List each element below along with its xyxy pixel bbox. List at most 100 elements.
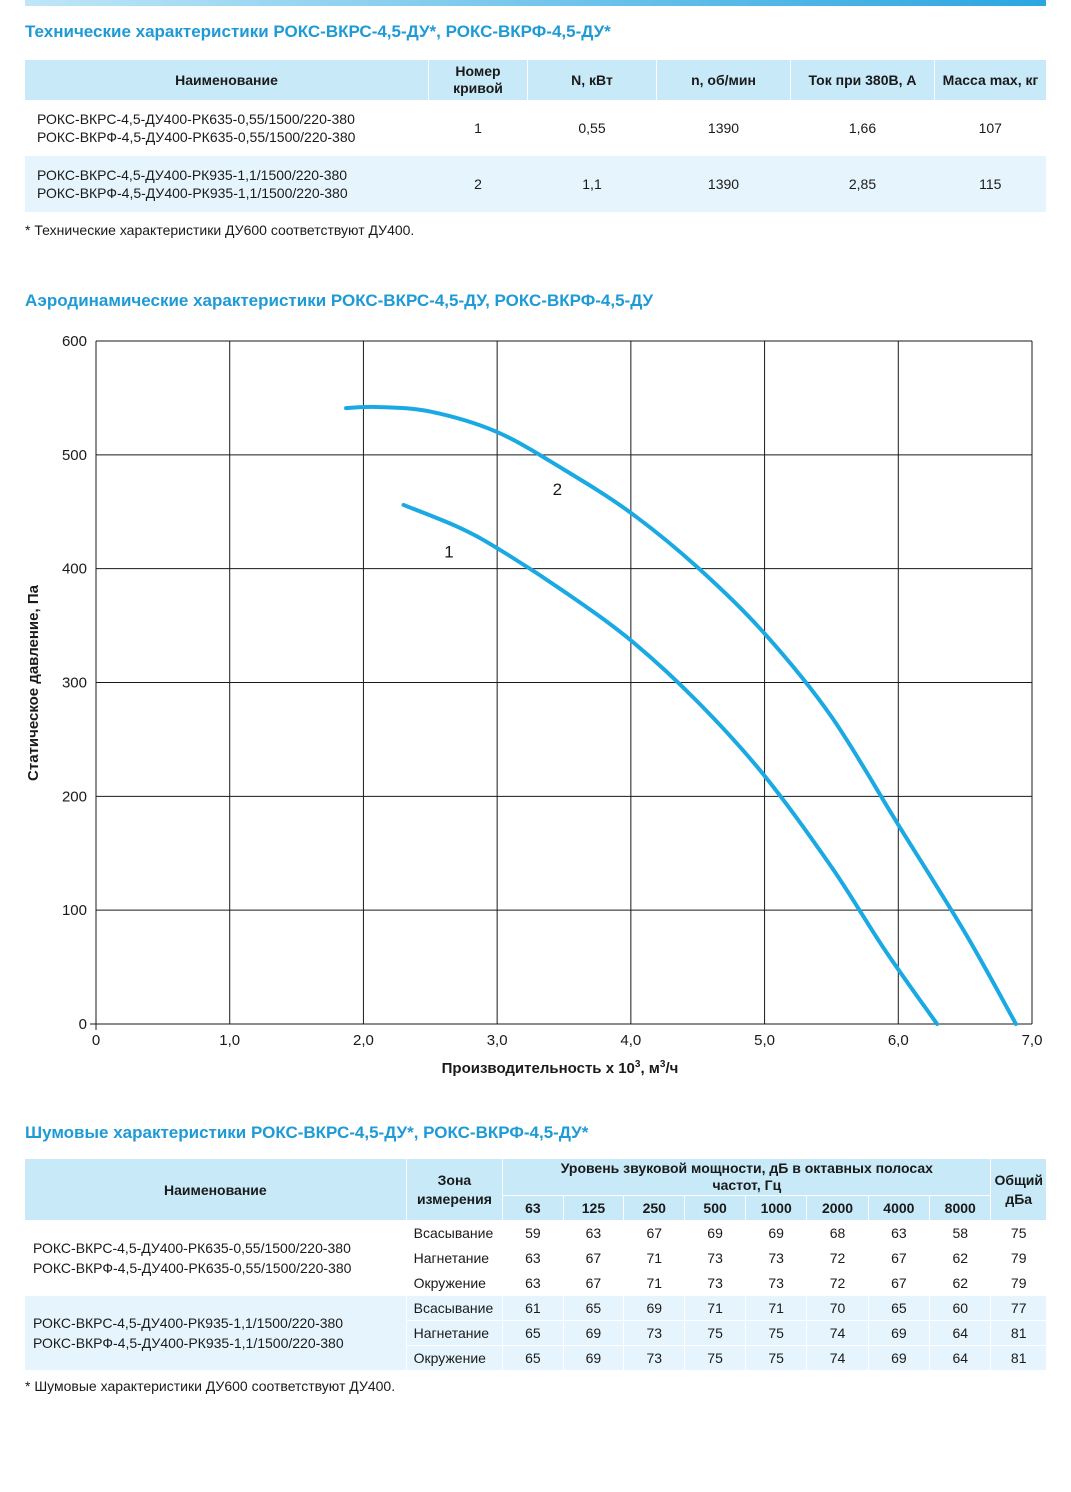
noise-row-value: 64 bbox=[929, 1345, 991, 1370]
noise-header-zone-line2: измерения bbox=[416, 1190, 492, 1207]
tech-header-row: Наименование Номер кривой N, кВт n, об/м… bbox=[25, 60, 1046, 100]
noise-row-value: 71 bbox=[684, 1295, 746, 1321]
top-accent-bar bbox=[25, 0, 1046, 6]
noise-specs-table: Наименование Зона измерения Уровень звук… bbox=[25, 1159, 1046, 1370]
noise-header-zone: Зона измерения bbox=[405, 1159, 503, 1221]
tech-header-curve-line1: Номер bbox=[455, 63, 501, 79]
tech-section-title: Технические характеристики РОКС-ВКРС-4,5… bbox=[25, 22, 611, 41]
tech-header-curve: Номер кривой bbox=[428, 60, 528, 100]
chart-x-axis-label: Производительность х 103, м3/ч bbox=[442, 1059, 679, 1077]
noise-row-value: 72 bbox=[806, 1270, 869, 1296]
noise-row-zone: Нагнетание bbox=[405, 1320, 503, 1346]
chart-x-tick-label: 1,0 bbox=[219, 1032, 240, 1049]
chart-x-tick-label: 4,0 bbox=[620, 1032, 641, 1049]
noise-row-value: 71 bbox=[623, 1270, 685, 1296]
noise-row: Окружение 63 67 71 73 73 72 67 62 79 bbox=[25, 1270, 1046, 1296]
noise-row-value: 73 bbox=[623, 1345, 685, 1370]
noise-row-total: 79 bbox=[990, 1245, 1046, 1271]
noise-row-total: 81 bbox=[990, 1345, 1046, 1370]
chart-series-labels: 12 bbox=[444, 480, 562, 562]
chart-series-label-2: 2 bbox=[553, 480, 562, 499]
tech-specs-table: Наименование Номер кривой N, кВт n, об/м… bbox=[25, 60, 1046, 212]
tech-header-name: Наименование bbox=[25, 60, 429, 100]
chart-series-label-1: 1 bbox=[444, 543, 453, 562]
noise-row-zone: Всасывание bbox=[405, 1295, 503, 1321]
noise-row-value: 61 bbox=[502, 1295, 564, 1321]
chart-y-tick-label: 200 bbox=[62, 788, 87, 805]
noise-row-value: 67 bbox=[562, 1245, 624, 1271]
noise-row-total: 79 bbox=[990, 1270, 1046, 1296]
noise-row-zone: Нагнетание bbox=[405, 1245, 503, 1271]
noise-row: РОКС-ВКРС-4,5-ДУ400-РК635-0,55/1500/220-… bbox=[25, 1220, 1046, 1296]
noise-row-value: 65 bbox=[867, 1295, 930, 1321]
chart-y-tick-label: 400 bbox=[62, 561, 87, 578]
tech-row-curve: 2 bbox=[428, 156, 528, 212]
noise-row-value: 70 bbox=[806, 1295, 869, 1321]
tech-row-power: 1,1 bbox=[527, 156, 657, 212]
chart-x-tick-label: 0 bbox=[92, 1032, 100, 1049]
noise-row-value: 67 bbox=[867, 1245, 930, 1271]
chart-y-axis-label: Статическое давление, Па bbox=[25, 584, 42, 781]
noise-header-level: Уровень звуковой мощности, дБ в октавных… bbox=[502, 1159, 991, 1196]
noise-row-value: 69 bbox=[867, 1320, 930, 1346]
chart-x-ticks: 0 1,0 2,0 3,0 4,0 5,0 6,0 7,0 bbox=[92, 1032, 1043, 1049]
noise-row-total: 77 bbox=[990, 1295, 1046, 1321]
chart-y-ticks: 0 100 200 300 400 500 600 bbox=[62, 333, 87, 1033]
tech-row-name-line1: РОКС-ВКРС-4,5-ДУ400-РК635-0,55/1500/220-… bbox=[37, 111, 355, 127]
noise-row-value: 75 bbox=[744, 1345, 807, 1370]
tech-row-name: РОКС-ВКРС-4,5-ДУ400-РК935-1,1/1500/220-3… bbox=[25, 156, 429, 212]
chart-series-line-2 bbox=[344, 404, 1018, 1026]
noise-row-value: 75 bbox=[684, 1345, 746, 1370]
tech-row-mass: 115 bbox=[934, 156, 1046, 212]
tech-footnote: * Технические характеристики ДУ600 соотв… bbox=[25, 222, 415, 238]
chart-x-tick-label: 5,0 bbox=[754, 1032, 775, 1049]
aero-section-title: Аэродинамические характеристики РОКС-ВКР… bbox=[25, 291, 654, 310]
noise-row-value: 63 bbox=[562, 1220, 624, 1246]
noise-section-title: Шумовые характеристики РОКС-ВКРС-4,5-ДУ*… bbox=[25, 1123, 589, 1142]
noise-row-total: 75 bbox=[990, 1220, 1046, 1246]
noise-header-name: Наименование bbox=[25, 1159, 407, 1221]
noise-row: Окружение 65 69 73 75 75 74 69 64 81 bbox=[25, 1345, 1046, 1370]
noise-row-value: 71 bbox=[623, 1245, 685, 1271]
noise-row-value: 58 bbox=[929, 1220, 991, 1246]
chart-y-tick-label: 600 bbox=[62, 333, 87, 350]
noise-header-zone-line1: Зона bbox=[437, 1171, 472, 1188]
noise-freq-250: 250 bbox=[623, 1195, 685, 1221]
chart-y-tick-label: 100 bbox=[62, 902, 87, 919]
noise-header-row: Наименование Зона измерения Уровень звук… bbox=[25, 1159, 1046, 1221]
noise-row-value: 65 bbox=[502, 1320, 564, 1346]
noise-header-level-line2: частот, Гц bbox=[712, 1177, 782, 1193]
noise-freq-8000: 8000 bbox=[929, 1195, 991, 1221]
tech-row-name-line1: РОКС-ВКРС-4,5-ДУ400-РК935-1,1/1500/220-3… bbox=[37, 167, 348, 183]
chart-x-tick-label: 7,0 bbox=[1022, 1032, 1043, 1049]
noise-header-total-line2: дБа bbox=[1005, 1190, 1033, 1207]
tech-row-power: 0,55 bbox=[578, 120, 606, 136]
noise-freq-125: 125 bbox=[562, 1195, 624, 1221]
tech-row-rpm: 1390 bbox=[656, 156, 791, 212]
chart-series-line-1 bbox=[401, 502, 940, 1026]
noise-row-value: 69 bbox=[623, 1295, 685, 1321]
noise-freq-4000: 4000 bbox=[867, 1195, 930, 1221]
tech-header-curve-line2: кривой bbox=[453, 80, 503, 96]
noise-row-value: 67 bbox=[867, 1270, 930, 1296]
noise-row-zone: Окружение bbox=[405, 1270, 503, 1296]
noise-row-value: 74 bbox=[806, 1320, 869, 1346]
tech-header-mass: Масса max, кг bbox=[934, 60, 1046, 100]
noise-row-value: 69 bbox=[562, 1345, 624, 1370]
noise-row-value: 64 bbox=[929, 1320, 991, 1346]
noise-row: Нагнетание 63 67 71 73 73 72 67 62 79 bbox=[25, 1245, 1046, 1271]
superscript-3: 3 bbox=[660, 1059, 666, 1070]
noise-row-value: 73 bbox=[744, 1245, 807, 1271]
noise-row-value: 59 bbox=[502, 1220, 564, 1246]
tech-row-name-line2: РОКС-ВКРФ-4,5-ДУ400-РК635-0,55/1500/220-… bbox=[37, 129, 356, 145]
noise-row-value: 65 bbox=[562, 1295, 624, 1321]
tech-row-current: 1,66 bbox=[848, 120, 877, 136]
noise-row-name-line2: РОКС-ВКРФ-4,5-ДУ400-РК635-0,55/1500/220-… bbox=[33, 1260, 352, 1276]
noise-row-value: 63 bbox=[502, 1245, 564, 1271]
tech-row-mass: 107 bbox=[978, 120, 1002, 136]
noise-header-total-line1: Общий bbox=[994, 1171, 1043, 1188]
noise-row-total: 81 bbox=[990, 1320, 1046, 1346]
noise-row-name: РОКС-ВКРС-4,5-ДУ400-РК935-1,1/1500/220-3… bbox=[25, 1295, 407, 1370]
noise-row-value: 68 bbox=[806, 1220, 869, 1246]
tech-row-name: РОКС-ВКРС-4,5-ДУ400-РК635-0,55/1500/220-… bbox=[25, 100, 429, 156]
